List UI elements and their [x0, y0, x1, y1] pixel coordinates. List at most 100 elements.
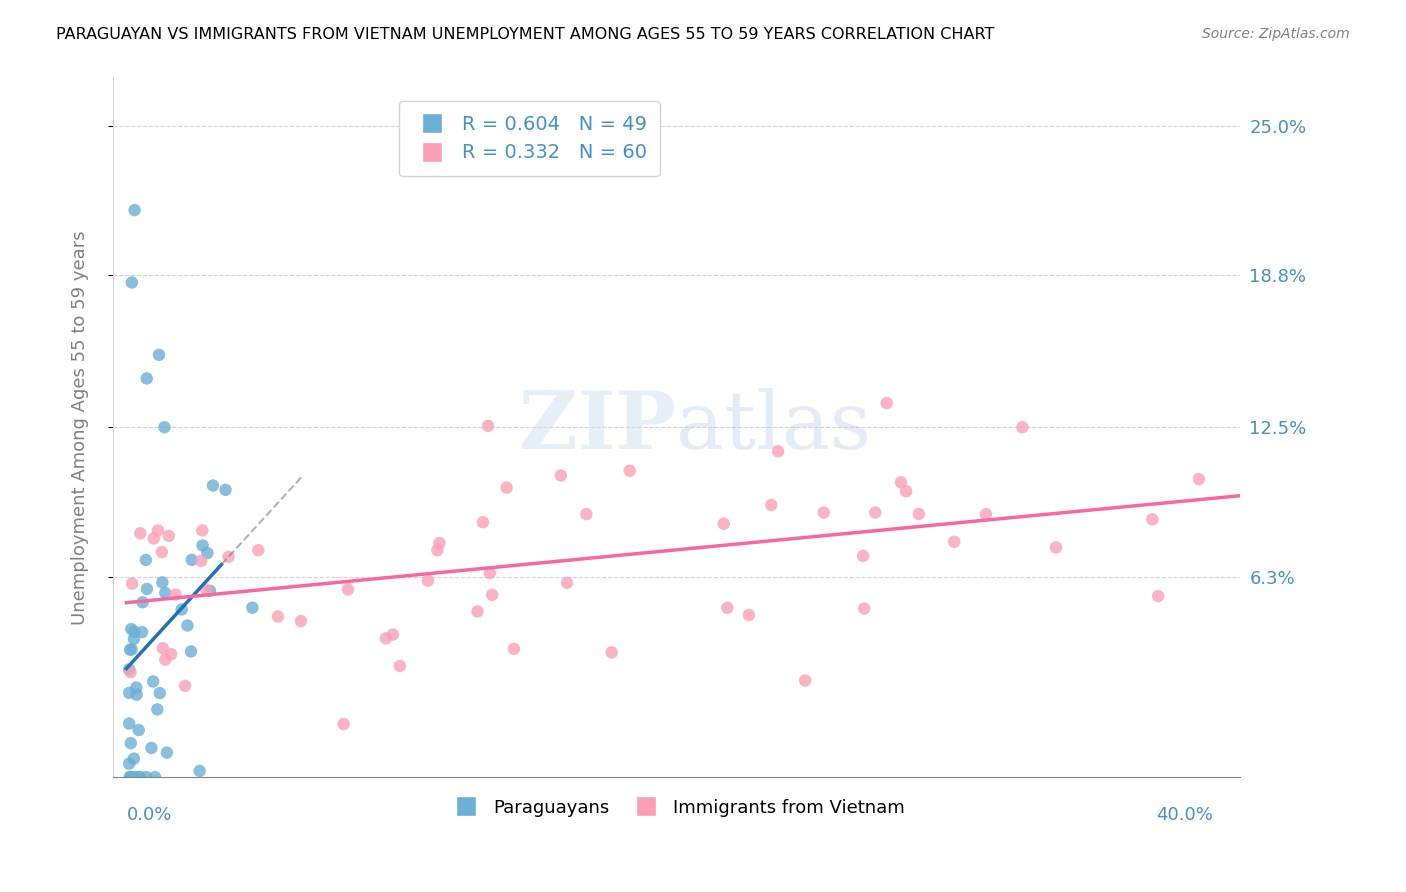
Point	[170, 602, 193, 616]
Point	[174, 679, 197, 693]
Point	[141, 740, 163, 755]
Point	[131, 625, 153, 640]
Point	[716, 600, 738, 615]
Point	[148, 348, 170, 362]
Point	[214, 483, 236, 497]
Point	[374, 632, 396, 646]
Point	[426, 543, 449, 558]
Point	[165, 588, 187, 602]
Point	[125, 681, 148, 695]
Point	[180, 644, 202, 658]
Text: atlas: atlas	[676, 388, 872, 467]
Point	[1188, 472, 1211, 486]
Text: 40.0%: 40.0%	[1156, 806, 1212, 824]
Point	[120, 622, 142, 636]
Point	[191, 524, 214, 538]
Point	[1011, 420, 1033, 434]
Point	[121, 276, 143, 290]
Point	[852, 549, 875, 563]
Point	[943, 534, 966, 549]
Point	[120, 770, 142, 784]
Point	[1045, 541, 1067, 555]
Point	[122, 751, 145, 765]
Point	[120, 736, 142, 750]
Point	[381, 627, 404, 641]
Point	[766, 444, 789, 458]
Point	[120, 665, 142, 680]
Y-axis label: Unemployment Among Ages 55 to 59 years: Unemployment Among Ages 55 to 59 years	[72, 230, 89, 624]
Point	[143, 770, 166, 784]
Point	[124, 624, 146, 639]
Point	[865, 506, 887, 520]
Point	[125, 688, 148, 702]
Point	[142, 674, 165, 689]
Point	[890, 475, 912, 490]
Point	[471, 515, 494, 529]
Text: 0.0%: 0.0%	[127, 806, 172, 824]
Point	[201, 478, 224, 492]
Text: Source: ZipAtlas.com: Source: ZipAtlas.com	[1202, 27, 1350, 41]
Text: ZIP: ZIP	[519, 388, 676, 467]
Point	[416, 574, 439, 588]
Point	[813, 506, 835, 520]
Point	[337, 582, 360, 597]
Point	[135, 770, 157, 784]
Point	[550, 468, 572, 483]
Point	[129, 526, 152, 541]
Point	[467, 605, 489, 619]
Point	[218, 549, 240, 564]
Point	[429, 536, 451, 550]
Point	[124, 203, 146, 218]
Point	[120, 642, 142, 657]
Text: PARAGUAYAN VS IMMIGRANTS FROM VIETNAM UNEMPLOYMENT AMONG AGES 55 TO 59 YEARS COR: PARAGUAYAN VS IMMIGRANTS FROM VIETNAM UN…	[56, 27, 994, 42]
Legend: Paraguayans, Immigrants from Vietnam: Paraguayans, Immigrants from Vietnam	[441, 791, 911, 824]
Point	[240, 600, 263, 615]
Point	[894, 484, 917, 499]
Point	[146, 702, 169, 716]
Point	[190, 554, 212, 568]
Point	[195, 546, 218, 560]
Point	[149, 686, 172, 700]
Point	[135, 553, 157, 567]
Point	[118, 770, 141, 784]
Point	[118, 716, 141, 731]
Point	[600, 645, 623, 659]
Point	[153, 420, 176, 434]
Point	[131, 595, 153, 609]
Point	[142, 532, 165, 546]
Point	[121, 642, 143, 657]
Point	[128, 770, 150, 784]
Point	[124, 770, 146, 784]
Point	[477, 419, 499, 434]
Point	[267, 609, 290, 624]
Point	[194, 582, 217, 597]
Point	[157, 529, 180, 543]
Point	[495, 481, 517, 495]
Point	[738, 607, 761, 622]
Point	[907, 507, 929, 521]
Point	[555, 575, 578, 590]
Point	[761, 498, 783, 512]
Point	[120, 770, 142, 784]
Point	[152, 641, 174, 656]
Point	[481, 588, 503, 602]
Point	[155, 586, 177, 600]
Point	[1142, 512, 1164, 526]
Point	[853, 601, 876, 615]
Point	[128, 770, 150, 784]
Point	[575, 507, 598, 521]
Point	[118, 756, 141, 771]
Point	[974, 507, 997, 521]
Point	[794, 673, 817, 688]
Point	[1147, 589, 1170, 603]
Point	[188, 764, 211, 778]
Point	[332, 717, 354, 731]
Point	[503, 641, 526, 656]
Point	[156, 746, 179, 760]
Point	[876, 396, 898, 410]
Point	[146, 524, 169, 538]
Point	[247, 543, 270, 558]
Point	[619, 464, 641, 478]
Point	[176, 618, 198, 632]
Point	[180, 553, 202, 567]
